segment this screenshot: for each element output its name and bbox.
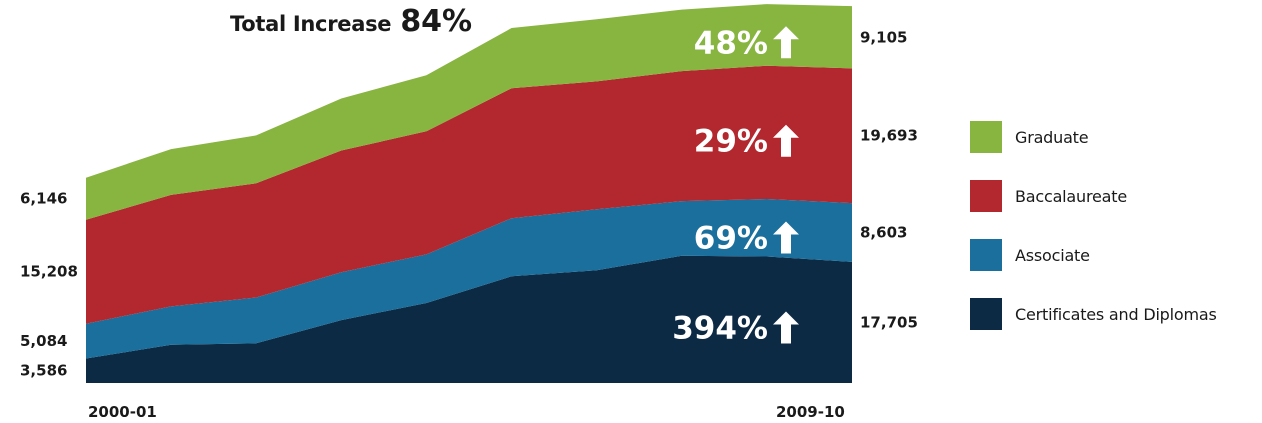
area-layers: [86, 4, 852, 383]
legend: Graduate Baccalaureate Associate Certificat…: [970, 118, 1217, 354]
up-arrow-icon: [773, 221, 799, 254]
legend-label: Certificates and Diplomas: [1015, 304, 1217, 324]
legend-label: Graduate: [1015, 127, 1089, 147]
value-labels: 3,586 17,705 5,084 8,603 15,208 19,693 6,146 9,…: [20, 28, 918, 379]
end-value-baccalaureate: 19,693: [860, 127, 918, 145]
title-value: 84%: [400, 4, 473, 39]
percent-change-certificates-and-diplomas: 394%: [672, 310, 768, 346]
end-value-certificates-and-diplomas: 17,705: [860, 313, 918, 331]
legend-label: Baccalaureate: [1015, 186, 1127, 206]
area-graduate: [86, 4, 852, 220]
legend-label: Associate: [1015, 245, 1090, 265]
up-arrow-icon: [773, 26, 799, 59]
legend-swatch: [970, 239, 1002, 271]
legend-item-baccalaureate: Baccalaureate: [970, 177, 1217, 215]
x-start-label: 2000-01: [88, 403, 157, 421]
end-value-associate: 8,603: [860, 223, 907, 241]
area-associate: [86, 199, 852, 359]
x-end-label: 2009-10: [776, 403, 845, 421]
legend-item-associate: Associate: [970, 236, 1217, 274]
start-value-associate: 5,084: [20, 332, 67, 350]
percent-change-graduate: 48%: [694, 25, 768, 61]
legend-swatch: [970, 298, 1002, 330]
legend-swatch: [970, 180, 1002, 212]
area-baccalaureate: [86, 65, 852, 324]
legend-swatch: [970, 121, 1002, 153]
percent-change-labels: 394% 69% 29% 48%: [672, 25, 799, 346]
start-value-graduate: 6,146: [20, 190, 67, 208]
legend-item-graduate: Graduate: [970, 118, 1217, 156]
area-certificates-and-diplomas: [86, 255, 852, 383]
percent-change-baccalaureate: 29%: [694, 124, 768, 160]
legend-item-certificates-and-diplomas: Certificates and Diplomas: [970, 295, 1217, 333]
up-arrow-icon: [773, 311, 799, 344]
start-value-baccalaureate: 15,208: [20, 263, 78, 281]
percent-change-associate: 69%: [694, 220, 768, 256]
start-value-certificates-and-diplomas: 3,586: [20, 362, 67, 380]
chart-title: Total Increase 84%: [230, 4, 472, 39]
up-arrow-icon: [773, 124, 799, 157]
end-value-graduate: 9,105: [860, 28, 907, 46]
title-prefix: Total Increase: [230, 12, 392, 36]
